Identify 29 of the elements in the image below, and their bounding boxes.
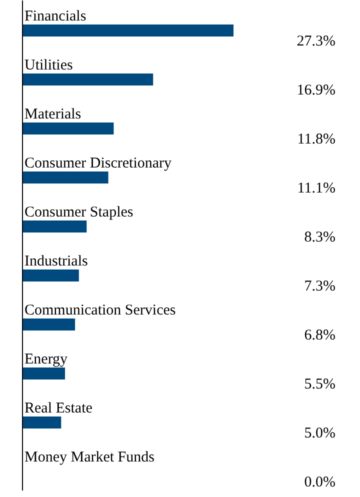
data-label: 16.9% xyxy=(296,82,336,98)
y-tick-label: Consumer Staples xyxy=(24,204,134,220)
data-label: 5.0% xyxy=(304,426,336,442)
y-tick-label: Communication Services xyxy=(24,302,176,318)
data-label: 8.3% xyxy=(304,230,336,246)
y-tick-label: Materials xyxy=(24,106,82,122)
bar xyxy=(22,368,66,380)
data-label: 0.0% xyxy=(304,474,336,490)
y-tick-label: Money Market Funds xyxy=(24,450,155,466)
data-label: 27.3% xyxy=(296,34,336,50)
data-label: 7.3% xyxy=(304,278,336,294)
bar xyxy=(22,24,234,36)
bar xyxy=(22,172,108,184)
bar xyxy=(22,220,87,232)
y-tick-label: Industrials xyxy=(24,254,88,270)
bar xyxy=(22,270,79,282)
y-tick-label: Consumer Discretionary xyxy=(24,156,172,172)
y-tick-label: Utilities xyxy=(24,58,73,74)
bar xyxy=(22,74,154,86)
data-label: 11.8% xyxy=(297,132,336,148)
data-label: 6.8% xyxy=(304,328,336,344)
data-label: 5.5% xyxy=(304,376,336,392)
y-tick-label: Financials xyxy=(24,8,86,24)
bar xyxy=(22,122,114,134)
y-tick-label: Energy xyxy=(24,352,68,368)
data-label: 11.1% xyxy=(297,180,336,196)
bar xyxy=(22,416,62,428)
y-tick-label: Real Estate xyxy=(24,400,93,416)
bar xyxy=(22,318,76,330)
